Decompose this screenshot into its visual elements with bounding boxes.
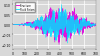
Structure	[50, 8, 52, 9]
Structure	[52, 28, 54, 29]
Fluid Seism	[61, 5, 62, 6]
Structure	[68, 21, 70, 22]
Fluid Seism	[44, 29, 45, 30]
Line: Structure: Structure	[13, 8, 96, 45]
Structure	[34, 23, 35, 24]
Fluid Seism	[52, 20, 54, 21]
Fluid Seism	[67, 43, 68, 44]
Structure	[58, 44, 60, 45]
Structure	[45, 24, 46, 25]
Structure	[95, 24, 96, 25]
Line: Fluid Seism: Fluid Seism	[13, 5, 96, 43]
Legend: Structure, Fluid Seism: Structure, Fluid Seism	[15, 3, 35, 13]
